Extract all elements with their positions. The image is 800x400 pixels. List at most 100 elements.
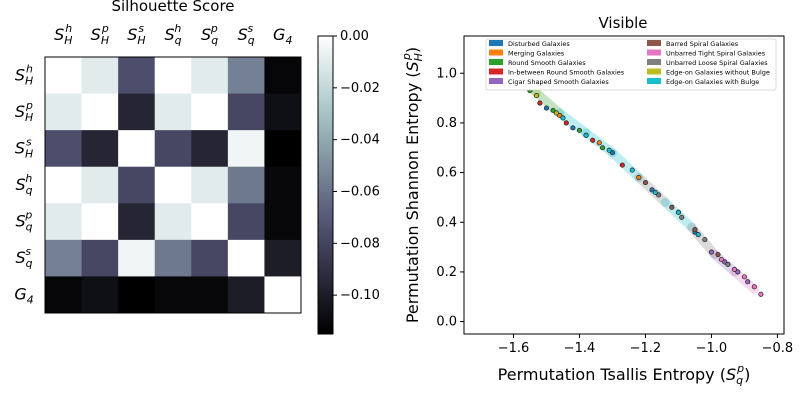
heatmap-cell [118,239,156,277]
density-band-segment [607,148,644,183]
scatter-point [702,237,708,243]
colorbar-tick-label: −0.06 [340,184,380,199]
heatmap-cell [154,93,192,131]
heatmap-column-label: G4 [273,25,292,47]
scatter-y-ticks: 0.0 0.2 0.4 0.6 0.8 1.0 [436,66,464,330]
scatter-point [715,251,721,258]
heatmap-cell [227,130,265,168]
scatter-point [758,291,764,297]
colorbar-tick-label: −0.08 [340,236,380,251]
scatter-point [590,137,596,143]
legend-swatch [489,68,503,75]
heatmap-row-label: Sqp [15,209,32,234]
heatmap-row-label: SHp [15,99,33,124]
scatter-point [675,209,681,215]
heatmap-column-label: SHh [54,22,72,47]
heatmap-column-labels: SHh SHp SHs Sqh Sqp Sqs G4 [54,22,292,47]
scatter-panel: Visible −1.6 −1.4 −1.2 −1.0 −0.8 0.00.20.40.… [400,14,793,387]
heatmap-cell [81,93,119,131]
scatter-point [606,147,612,153]
heatmap-cell [227,276,265,314]
y-tick-label: 1.0 [436,66,457,81]
legend-swatch [489,78,503,84]
heatmap-column-label: Sqh [164,22,181,47]
heatmap-row-label: SHh [15,62,33,87]
heatmap-cell [81,130,119,168]
legend-label: Disturbed Galaxies [508,40,570,48]
legend-swatch [647,78,661,84]
y-tick-label: 0.0 [436,315,457,330]
legend-label: Edge-on Galaxies without Bulge [666,69,770,77]
scatter-point [553,110,559,116]
scatter-point [534,93,540,99]
heatmap-cell [45,93,82,131]
legend-swatch [647,68,661,75]
heatmap-cell [118,130,156,168]
heatmap-cell [154,203,192,241]
heatmap-cell [154,166,192,204]
scatter-point [741,274,747,280]
colorbar-tick-label: −0.04 [340,133,380,148]
legend-label: In-between Round Smooth Galaxies [508,69,625,77]
scatter-point [745,279,751,285]
y-tick-label: 0.6 [436,166,457,181]
legend-label: Unbarred Tight Spiral Galaxies [666,50,766,58]
scatter-point [695,232,701,238]
scatter-point [751,284,757,290]
heatmap-cell [264,239,302,277]
heatmap-cell [118,93,156,131]
legend-swatch [489,40,503,46]
heatmap-cell [81,166,119,204]
heatmap-row-label: G4 [14,285,33,307]
colorbar: 0.00 −0.02 −0.04 −0.06 −0.08 −0.10 [317,29,380,335]
heatmap-cell [154,57,192,94]
heatmap-cell [154,276,192,314]
scatter-point [642,179,648,186]
heatmap-cell [264,130,302,168]
heatmap-column-label: SHs [127,22,145,47]
heatmap-frame [44,56,302,314]
heatmap-cell [118,276,156,314]
scatter-point [550,107,556,114]
heatmap-cell [191,166,229,204]
legend-frame [485,38,777,91]
colorbar-gradient [318,36,333,334]
heatmap-row-label: Sqs [15,245,32,270]
scatter-point [725,261,731,268]
heatmap-cell [154,239,192,277]
scatter-point [735,269,741,275]
scatter-point [570,125,576,131]
scatter-points [510,73,764,297]
heatmap-row-labels: SHh SHp SHs Sqh Sqp Sqs G4 [14,62,33,306]
scatter-point [708,249,714,255]
scatter-point [692,227,698,233]
scatter-point [669,204,675,210]
scatter-point [619,162,625,168]
heatmap-cell [45,239,82,277]
scatter-point [731,266,738,272]
scatter-point [596,140,602,146]
colorbar-tick-label: −0.02 [340,81,380,96]
heatmap-cell [45,130,82,168]
legend-label: Round Smooth Galaxies [508,59,586,67]
density-band-segment [730,267,759,294]
scatter-point [722,259,728,265]
heatmap-cell [81,57,119,94]
heatmap-title: Silhouette Score [111,0,234,15]
legend-label: Unbarred Loose Spiral Galaxies [666,59,768,67]
scatter-point [679,214,685,220]
heatmap-cell [264,203,302,241]
scatter-point [718,256,724,263]
heatmap-cell [227,93,265,131]
scatter-legend: Disturbed Galaxies Merging GalaxiesRound … [485,38,777,91]
heatmap-cell [264,276,302,314]
heatmap-cell [227,203,265,241]
heatmap-cell [227,166,265,204]
colorbar-frame [317,35,334,335]
heatmap-cell [118,166,156,204]
colorbar-tick-label: 0.00 [340,29,369,44]
scatter-point [636,175,642,181]
scatter-point [563,120,569,126]
scatter-point [560,115,566,121]
